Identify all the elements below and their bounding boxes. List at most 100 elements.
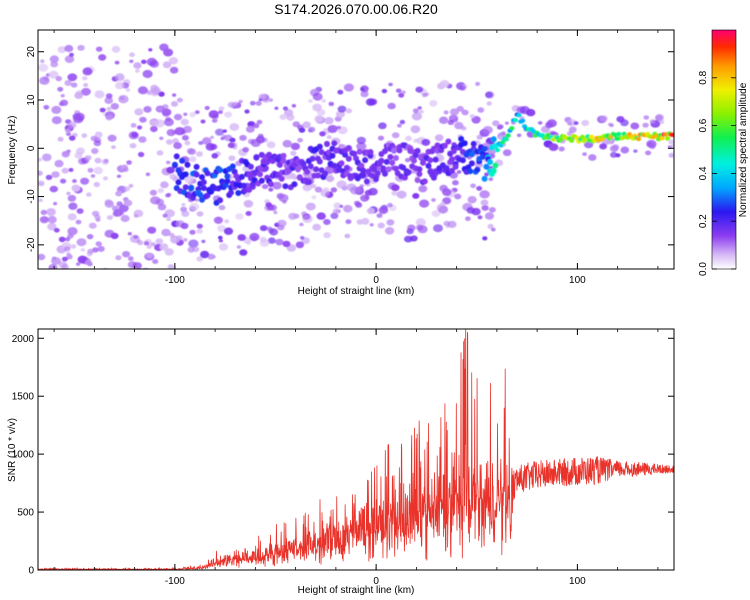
frequency-track-point [396, 147, 403, 154]
spectrogram-noise-blob [74, 152, 83, 159]
frequency-track-point [588, 134, 595, 140]
spectrogram-noise-blob [249, 232, 260, 242]
spectrogram-noise-blob [671, 144, 674, 149]
spectrogram-noise-blob [300, 236, 305, 240]
spectrogram-noise-blob [123, 186, 131, 192]
spectrogram-noise-blob [642, 122, 649, 128]
frequency-track-point [371, 166, 378, 173]
spectrogram-noise-blob [395, 88, 402, 93]
spectrogram-noise-blob [431, 198, 436, 202]
spectrogram-noise-blob [224, 134, 233, 142]
frequency-track-point [358, 162, 365, 169]
spectrogram-noise-blob [645, 150, 652, 156]
spectrogram-noise-blob [476, 134, 483, 140]
spectrogram-noise-blob [311, 195, 317, 200]
colorbar-tick-label: 0.0 [698, 262, 709, 276]
spectrogram-noise-blob [39, 76, 50, 85]
spectrogram-noise-blob [189, 202, 200, 211]
spectrogram-noise-blob [166, 166, 175, 174]
spectrogram-noise-blob [456, 170, 462, 174]
spectrogram-noise-blob [359, 184, 364, 188]
spectrogram-noise-blob [256, 119, 263, 125]
frequency-track-point [309, 155, 316, 162]
spectrogram-noise-blob [297, 137, 303, 143]
spectrogram-noise-blob [646, 139, 657, 149]
spectrogram-noise-blob [236, 245, 241, 249]
colorbar-ticks: 0.0 0.2 0.4 0.6 0.8 [698, 70, 736, 276]
spectrogram-noise-blob [64, 246, 71, 252]
spectrogram-noise-blob [184, 175, 194, 184]
spectrogram-noise-blob [322, 187, 330, 193]
spectrogram-noise-blob [110, 232, 119, 240]
spectrogram-noise-blob [391, 132, 400, 139]
spectrogram-noise-blob [60, 94, 65, 98]
frequency-track-point [217, 197, 224, 204]
spectrogram-noise-blob [239, 249, 248, 256]
spectrogram-noise-blob [298, 127, 306, 133]
spectrogram-noise-blob [252, 123, 260, 129]
spectrogram-noise-blob [169, 232, 175, 238]
frequency-track-point [253, 154, 260, 161]
frequency-track-point [228, 189, 234, 196]
spectrogram-noise-blob [38, 170, 43, 176]
spectrogram-noise-blob [95, 217, 101, 222]
spectrogram-noise-blob [74, 92, 84, 99]
spectrogram-noise-blob [290, 150, 297, 156]
spectrogram-noise-blob [149, 189, 157, 196]
spectrogram-noise-blob [620, 146, 630, 154]
frequency-track-point [238, 173, 245, 180]
spectrogram-noise-blob [57, 86, 64, 92]
colorbar: 0.0 0.2 0.4 0.6 0.8 Normalized spectral ampl… [698, 29, 749, 276]
frequency-track-point [251, 169, 258, 176]
spectrogram-noise-blob [122, 167, 129, 173]
spectrogram-noise-blob [415, 86, 424, 93]
spectrogram-noise-blob [77, 276, 83, 281]
frequency-track-point [199, 174, 205, 181]
spectrogram-noise-blob [242, 147, 249, 153]
snr-y-ticks: 0 500 1000 1500 2000 [12, 334, 674, 577]
spectrogram-noise-blob [76, 208, 84, 214]
spectrogram-noise-blob [412, 108, 419, 114]
spectrogram-y-label: Frequency (Hz) [7, 116, 18, 185]
spectrogram-noise-blob [80, 177, 90, 185]
spectrogram-noise-blob [116, 201, 123, 207]
spectrogram-noise-blob [328, 101, 335, 107]
spectrogram-noise-blob [99, 107, 106, 113]
spectrogram-noise-blob [583, 140, 594, 149]
spectrogram-noise-blob [268, 98, 273, 102]
spectrogram-noise-blob [302, 121, 311, 129]
spectrogram-noise-blob [47, 215, 57, 224]
spectrogram-noise-blob [466, 207, 475, 214]
spectrogram-noise-blob [53, 202, 58, 206]
spectrogram-noise-blob [130, 123, 137, 128]
spectrogram-noise-blob [407, 224, 416, 232]
spectrogram-noise-blob [67, 213, 77, 221]
spectrogram-noise-blob [135, 69, 140, 73]
spectrogram-noise-blob [582, 152, 587, 157]
spectrogram-noise-blob [75, 219, 82, 225]
frequency-track-point [276, 161, 283, 168]
frequency-track-point [267, 181, 274, 188]
x-tick-label: 100 [569, 275, 586, 286]
frequency-track-point [360, 167, 367, 174]
spectrogram-noise-blob [103, 278, 111, 284]
spectrogram-noise-blob [81, 133, 88, 138]
spectrogram-noise-blob [431, 210, 441, 218]
frequency-track-point [179, 157, 186, 164]
spectrogram-noise-blob [292, 121, 300, 128]
spectrogram-noise-blob [345, 108, 353, 114]
spectrogram-noise-blob [38, 198, 43, 202]
spectrogram-noise-blob [51, 116, 62, 125]
spectrogram-noise-blob [243, 200, 254, 208]
spectrogram-noise-blob [61, 256, 68, 262]
frequency-track-point [443, 165, 450, 172]
spectrogram-noise-blob [259, 236, 267, 243]
spectrogram-noise-blob [65, 128, 71, 134]
spectrogram-noise-blob [118, 95, 129, 104]
spectrogram-noise-blob [47, 272, 54, 277]
spectrogram-noise-blob [581, 119, 590, 127]
spectrogram-noise-blob [189, 229, 196, 235]
spectrogram-noise-blob [443, 110, 449, 115]
spectrogram-noise-blob [70, 82, 78, 88]
